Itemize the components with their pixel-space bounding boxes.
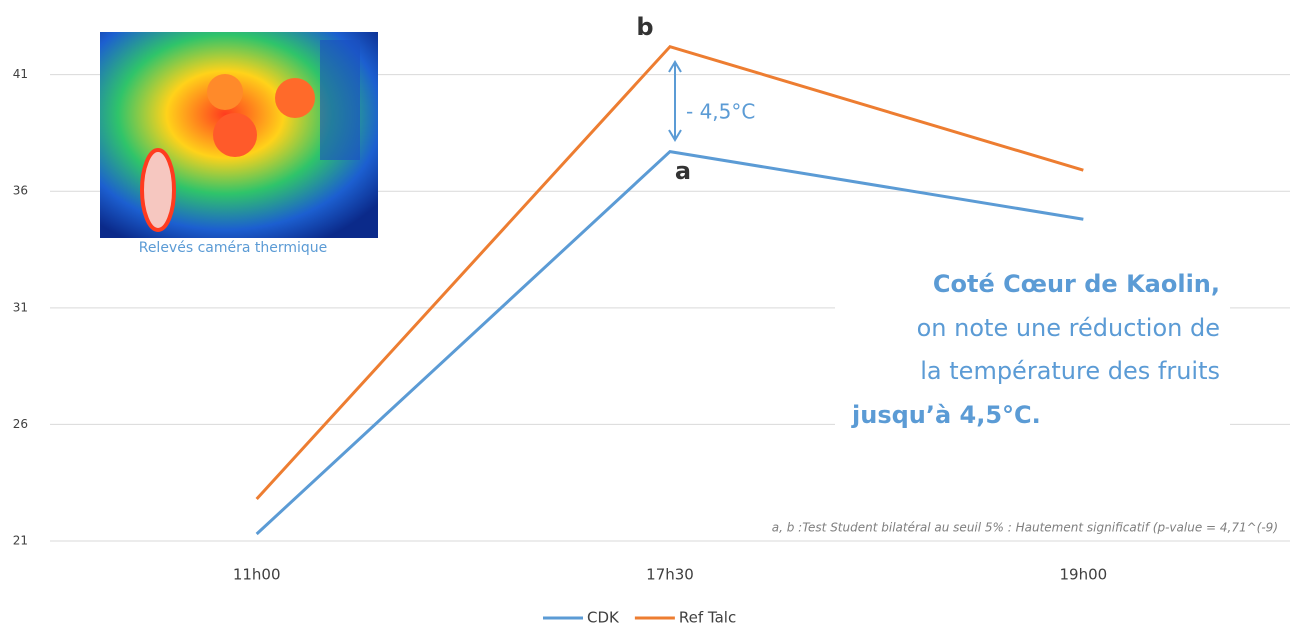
y-tick-label: 21: [13, 534, 28, 548]
legend-label: CDK: [587, 609, 620, 627]
note-text: on note une réduction de: [917, 314, 1220, 342]
annotation: a: [675, 157, 691, 185]
x-tick-label: 17h30: [646, 566, 694, 584]
image-caption: Relevés caméra thermique: [139, 240, 328, 256]
annotation: - 4,5°C: [686, 100, 755, 124]
arrow-head: [668, 60, 682, 142]
fruit: [213, 113, 257, 157]
y-tick-label: 41: [13, 67, 28, 81]
note-emphasis: jusqu’à 4,5°C.: [851, 401, 1041, 429]
y-tick-label: 26: [13, 417, 28, 431]
legend-label: Ref Talc: [679, 609, 736, 627]
y-tick-label: 36: [13, 184, 28, 198]
y-tick-label: 31: [13, 300, 28, 314]
x-tick-label: 19h00: [1059, 566, 1107, 584]
fruit: [207, 74, 243, 110]
note-background: [835, 262, 1230, 442]
note-text: la température des fruits: [920, 357, 1220, 385]
footnote: a, b :Test Student bilatéral au seuil 5%…: [772, 521, 1278, 535]
leaf: [320, 40, 360, 160]
fruit: [275, 78, 315, 118]
x-tick-label: 11h00: [233, 566, 281, 584]
annotation: b: [636, 13, 653, 41]
thermal-image: [100, 32, 378, 238]
difference-arrow: [668, 60, 682, 142]
series-line: [255, 44, 1084, 501]
note-headline: Coté Cœur de Kaolin,: [933, 270, 1220, 298]
series-line: [255, 149, 1084, 536]
hot-spot: [140, 148, 176, 232]
